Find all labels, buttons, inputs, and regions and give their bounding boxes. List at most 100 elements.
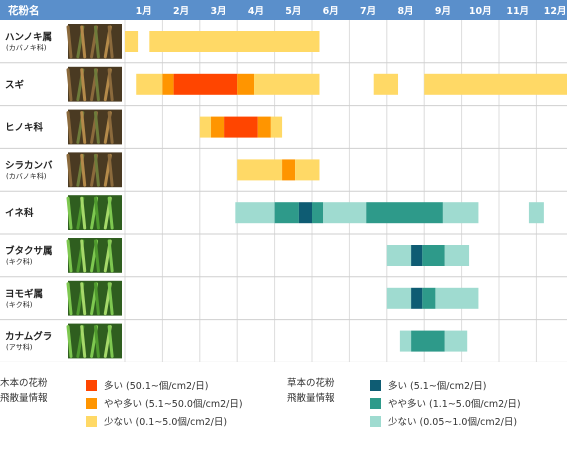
legend-tree-title-2: 飛散量情報 [0,393,48,404]
plant-photo-stroke [93,68,100,102]
grass-mid-bar [422,287,436,309]
pollen-name: ヨモギ属 [5,288,43,300]
month-label: 11月 [506,6,529,17]
plant-photo-stroke [80,68,87,102]
header-band [0,0,567,20]
month-label: 10月 [469,6,492,17]
legend-label: 少ない (0.05~1.0個/cm2/日) [388,417,518,428]
grass-low-bar [235,202,275,224]
grass-high-bar [411,245,423,266]
plant-photo-stroke [80,196,87,230]
grass-low-bar [444,245,470,266]
plant-photo-stroke [66,68,73,102]
grass-mid-bar [411,330,445,352]
pollen-name: スギ [5,79,25,91]
legend-tree-mid: やや多い (5.1~50.0個/cm2/日) [86,396,243,410]
grass-low-bar [435,287,479,309]
legend-grass-high: 多い (5.1~個/cm2/日) [370,378,486,392]
legend-swatch [86,415,97,427]
pollen-calendar-chart: 花粉名 1月 2月 3月 4月 5月 6月 7月 8月 9月 10月 11月 12月ハンノキ属(カバノキ… [0,0,567,362]
plant-photo-stroke [80,239,87,273]
tree-high-bar [224,116,258,138]
plant-photo-stroke [93,196,100,230]
plant-photo-stroke [93,25,100,59]
legend-grass: 草本の花粉 飛散量情報 多い (5.1~個/cm2/日) やや多い (1.1~5… [287,376,565,446]
grass-mid-bar [312,202,324,224]
pollen-name: ブタクサ属 [5,245,53,257]
grass-low-bar [386,287,412,309]
plant-photo-stroke [93,239,100,273]
pollen-family: (カバノキ科) [6,171,47,180]
legend-tree-high: 多い (50.1~個/cm2/日) [86,378,208,392]
legend-tree: 木本の花粉 飛散量情報 多い (50.1~個/cm2/日) やや多い (5.1~… [0,376,290,446]
tree-mid-bar [162,73,174,95]
legend-grass-title-2: 飛散量情報 [287,393,335,404]
tree-low-bar [254,73,320,95]
pollen-name: シラカンバ [5,159,53,171]
legend-swatch [370,415,381,427]
month-label: 6月 [323,6,339,17]
grass-low-bar [386,245,412,266]
pollen-name: イネ科 [5,207,34,219]
plant-photo-stroke [66,239,73,273]
month-label: 12月 [544,6,567,17]
grass-low-bar [323,202,367,224]
grass-mid-bar [274,202,299,224]
month-label: 8月 [397,6,413,17]
plant-photo-stroke [66,282,73,316]
legend-grass-mid: やや多い (1.1~5.0個/cm2/日) [370,396,521,410]
tree-mid-bar [282,159,296,181]
grass-high-bar [298,202,312,224]
tree-low-bar [237,159,283,181]
plant-photo-stroke [93,153,100,187]
grass-low-bar [444,330,468,352]
grass-mid-bar [422,245,445,266]
legend-grass-low: 少ない (0.05~1.0個/cm2/日) [370,414,517,428]
plant-photo-stroke [80,282,87,316]
grass-mid-bar [366,202,443,224]
tree-low-bar [373,73,399,95]
month-label: 4月 [248,6,264,17]
pollen-family: (カバノキ科) [6,43,47,52]
plant-photo-stroke [80,153,87,187]
legend-tree-title-1: 木本の花粉 [0,378,48,389]
month-label: 2月 [173,6,189,17]
plant-photo-stroke [66,196,73,230]
legend-swatch [370,397,381,409]
tree-low-bar [295,159,320,181]
plant-photo-stroke [93,111,100,144]
pollen-name: ハンノキ属 [5,32,52,43]
plant-photo-stroke [66,153,73,187]
legend-label: やや多い (5.1~50.0個/cm2/日) [104,399,243,410]
pollen-name: ヒノキ科 [5,122,44,134]
plant-photo-stroke [80,25,87,59]
legend-grass-title-1: 草本の花粉 [287,378,335,389]
tree-low-bar [149,31,320,52]
pollen-family: (アサ科) [6,343,33,352]
tree-low-bar [136,73,163,95]
month-label: 3月 [210,6,226,17]
month-label: 1月 [136,6,152,17]
legend-label: 多い (50.1~個/cm2/日) [104,381,209,392]
tree-low-bar [424,73,567,95]
month-label: 5月 [285,6,301,17]
plant-photo-stroke [66,25,73,59]
month-label: 7月 [360,6,376,17]
grass-low-bar [442,202,479,224]
header-pollen-name: 花粉名 [8,4,40,17]
grass-high-bar [411,287,423,309]
plant-photo-stroke [107,153,114,187]
plant-photo-stroke [66,325,73,358]
tree-low-bar [125,31,139,52]
pollen-family: (キク科) [6,257,33,266]
legend-swatch [86,379,97,391]
plant-photo-stroke [107,196,114,230]
tree-mid-bar [257,116,271,138]
grass-low-bar [399,330,412,352]
pollen-name: カナムグラ [5,331,52,343]
plant-photo-stroke [93,282,100,316]
plant-photo-stroke [107,239,114,273]
legend-label: 少ない (0.1~5.0個/cm2/日) [104,417,228,428]
legend-label: 多い (5.1~個/cm2/日) [388,381,487,392]
plant-photo-stroke [107,325,114,358]
